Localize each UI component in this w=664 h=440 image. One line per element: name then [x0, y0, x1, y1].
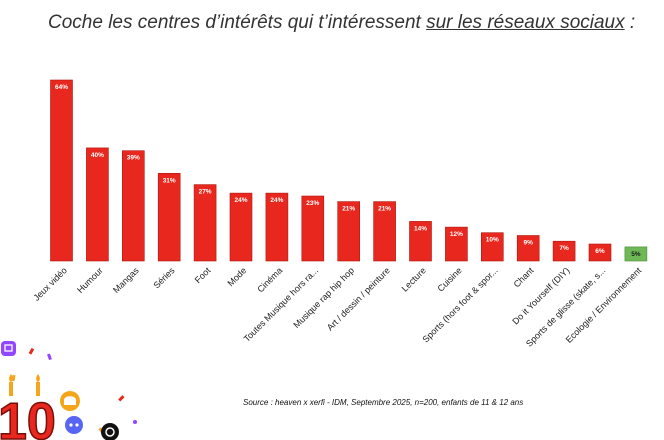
- data-label-10: 14%: [414, 225, 427, 232]
- data-label-14: 7%: [559, 245, 569, 252]
- bar-8: [337, 201, 361, 262]
- bar-0: [50, 79, 73, 262]
- category-label-0: Jeux vidéo: [31, 265, 68, 302]
- category-label-3: Séries: [152, 265, 177, 290]
- data-label-13: 9%: [523, 240, 533, 247]
- data-label-1: 40%: [91, 152, 104, 159]
- category-label-11: Cuisine: [436, 265, 464, 293]
- category-labels-layer: Jeux vidéo Humour Mangas Séries Foot Mode Ciné…: [31, 265, 643, 349]
- candle-decoration: [9, 374, 40, 396]
- title-emphasis: sur les réseaux sociaux: [426, 12, 625, 33]
- data-label-4: 27%: [199, 189, 212, 196]
- bar-2: [122, 150, 145, 262]
- data-label-16: 5%: [631, 251, 641, 258]
- data-label-8: 21%: [342, 206, 355, 213]
- data-label-15: 6%: [595, 248, 605, 255]
- bar-13: [516, 235, 540, 262]
- bar-6: [265, 192, 289, 262]
- decoration-corner: 10: [0, 341, 137, 440]
- data-label-0: 64%: [55, 84, 68, 91]
- category-label-2: Mangas: [111, 265, 141, 295]
- bar-7: [301, 195, 325, 262]
- category-label-8: Musique rap hip hop: [291, 265, 356, 330]
- discord-icon: [65, 416, 83, 434]
- data-label-9: 21%: [378, 206, 391, 213]
- bar-16: [624, 246, 648, 262]
- category-label-5: Mode: [225, 265, 248, 288]
- category-label-1: Humour: [75, 265, 105, 295]
- data-label-6: 24%: [270, 197, 283, 204]
- bar-12: [480, 232, 504, 262]
- bar-11: [445, 226, 468, 262]
- source-note: Source : heaven x xerfi - IDM, Septembre…: [243, 398, 524, 407]
- badge-number: 10: [0, 393, 56, 440]
- data-label-3: 31%: [163, 177, 176, 184]
- category-label-6: Cinéma: [255, 265, 284, 294]
- bar-1: [86, 147, 109, 262]
- data-label-12: 10%: [486, 237, 499, 244]
- category-label-10: Lecture: [400, 265, 428, 293]
- data-label-11: 12%: [450, 231, 463, 238]
- data-label-2: 39%: [127, 155, 140, 162]
- data-label-5: 24%: [234, 197, 247, 204]
- title-prefix: Coche les centres d’intérêts qui t’intér…: [48, 12, 427, 33]
- bar-9: [373, 201, 396, 262]
- threads-icon: [101, 423, 119, 440]
- data-label-7: 23%: [306, 200, 319, 207]
- category-label-16: Ecologie / Environnement: [564, 265, 644, 345]
- category-label-13: Chant: [512, 265, 536, 289]
- twitch-icon: [1, 341, 16, 356]
- bell-icon: [60, 391, 80, 411]
- bar-10: [409, 221, 432, 262]
- bar-4: [193, 184, 217, 262]
- bar-15: [588, 243, 612, 262]
- bars-layer: 64% 40% 39% 31% 27% 24% 24% 23% 21% 21% 14% 12% 10% 9…: [50, 79, 648, 262]
- chart-title: Coche les centres d’intérêts qui t’intér…: [48, 12, 635, 34]
- category-label-4: Foot: [193, 265, 213, 285]
- bar-3: [157, 173, 181, 262]
- category-label-12: Sports (hors foot & spor...: [420, 265, 499, 344]
- category-label-9: Art / dessin / peinture: [325, 265, 392, 332]
- title-suffix: :: [624, 12, 636, 33]
- bar-14: [552, 240, 576, 262]
- bar-5: [229, 192, 253, 262]
